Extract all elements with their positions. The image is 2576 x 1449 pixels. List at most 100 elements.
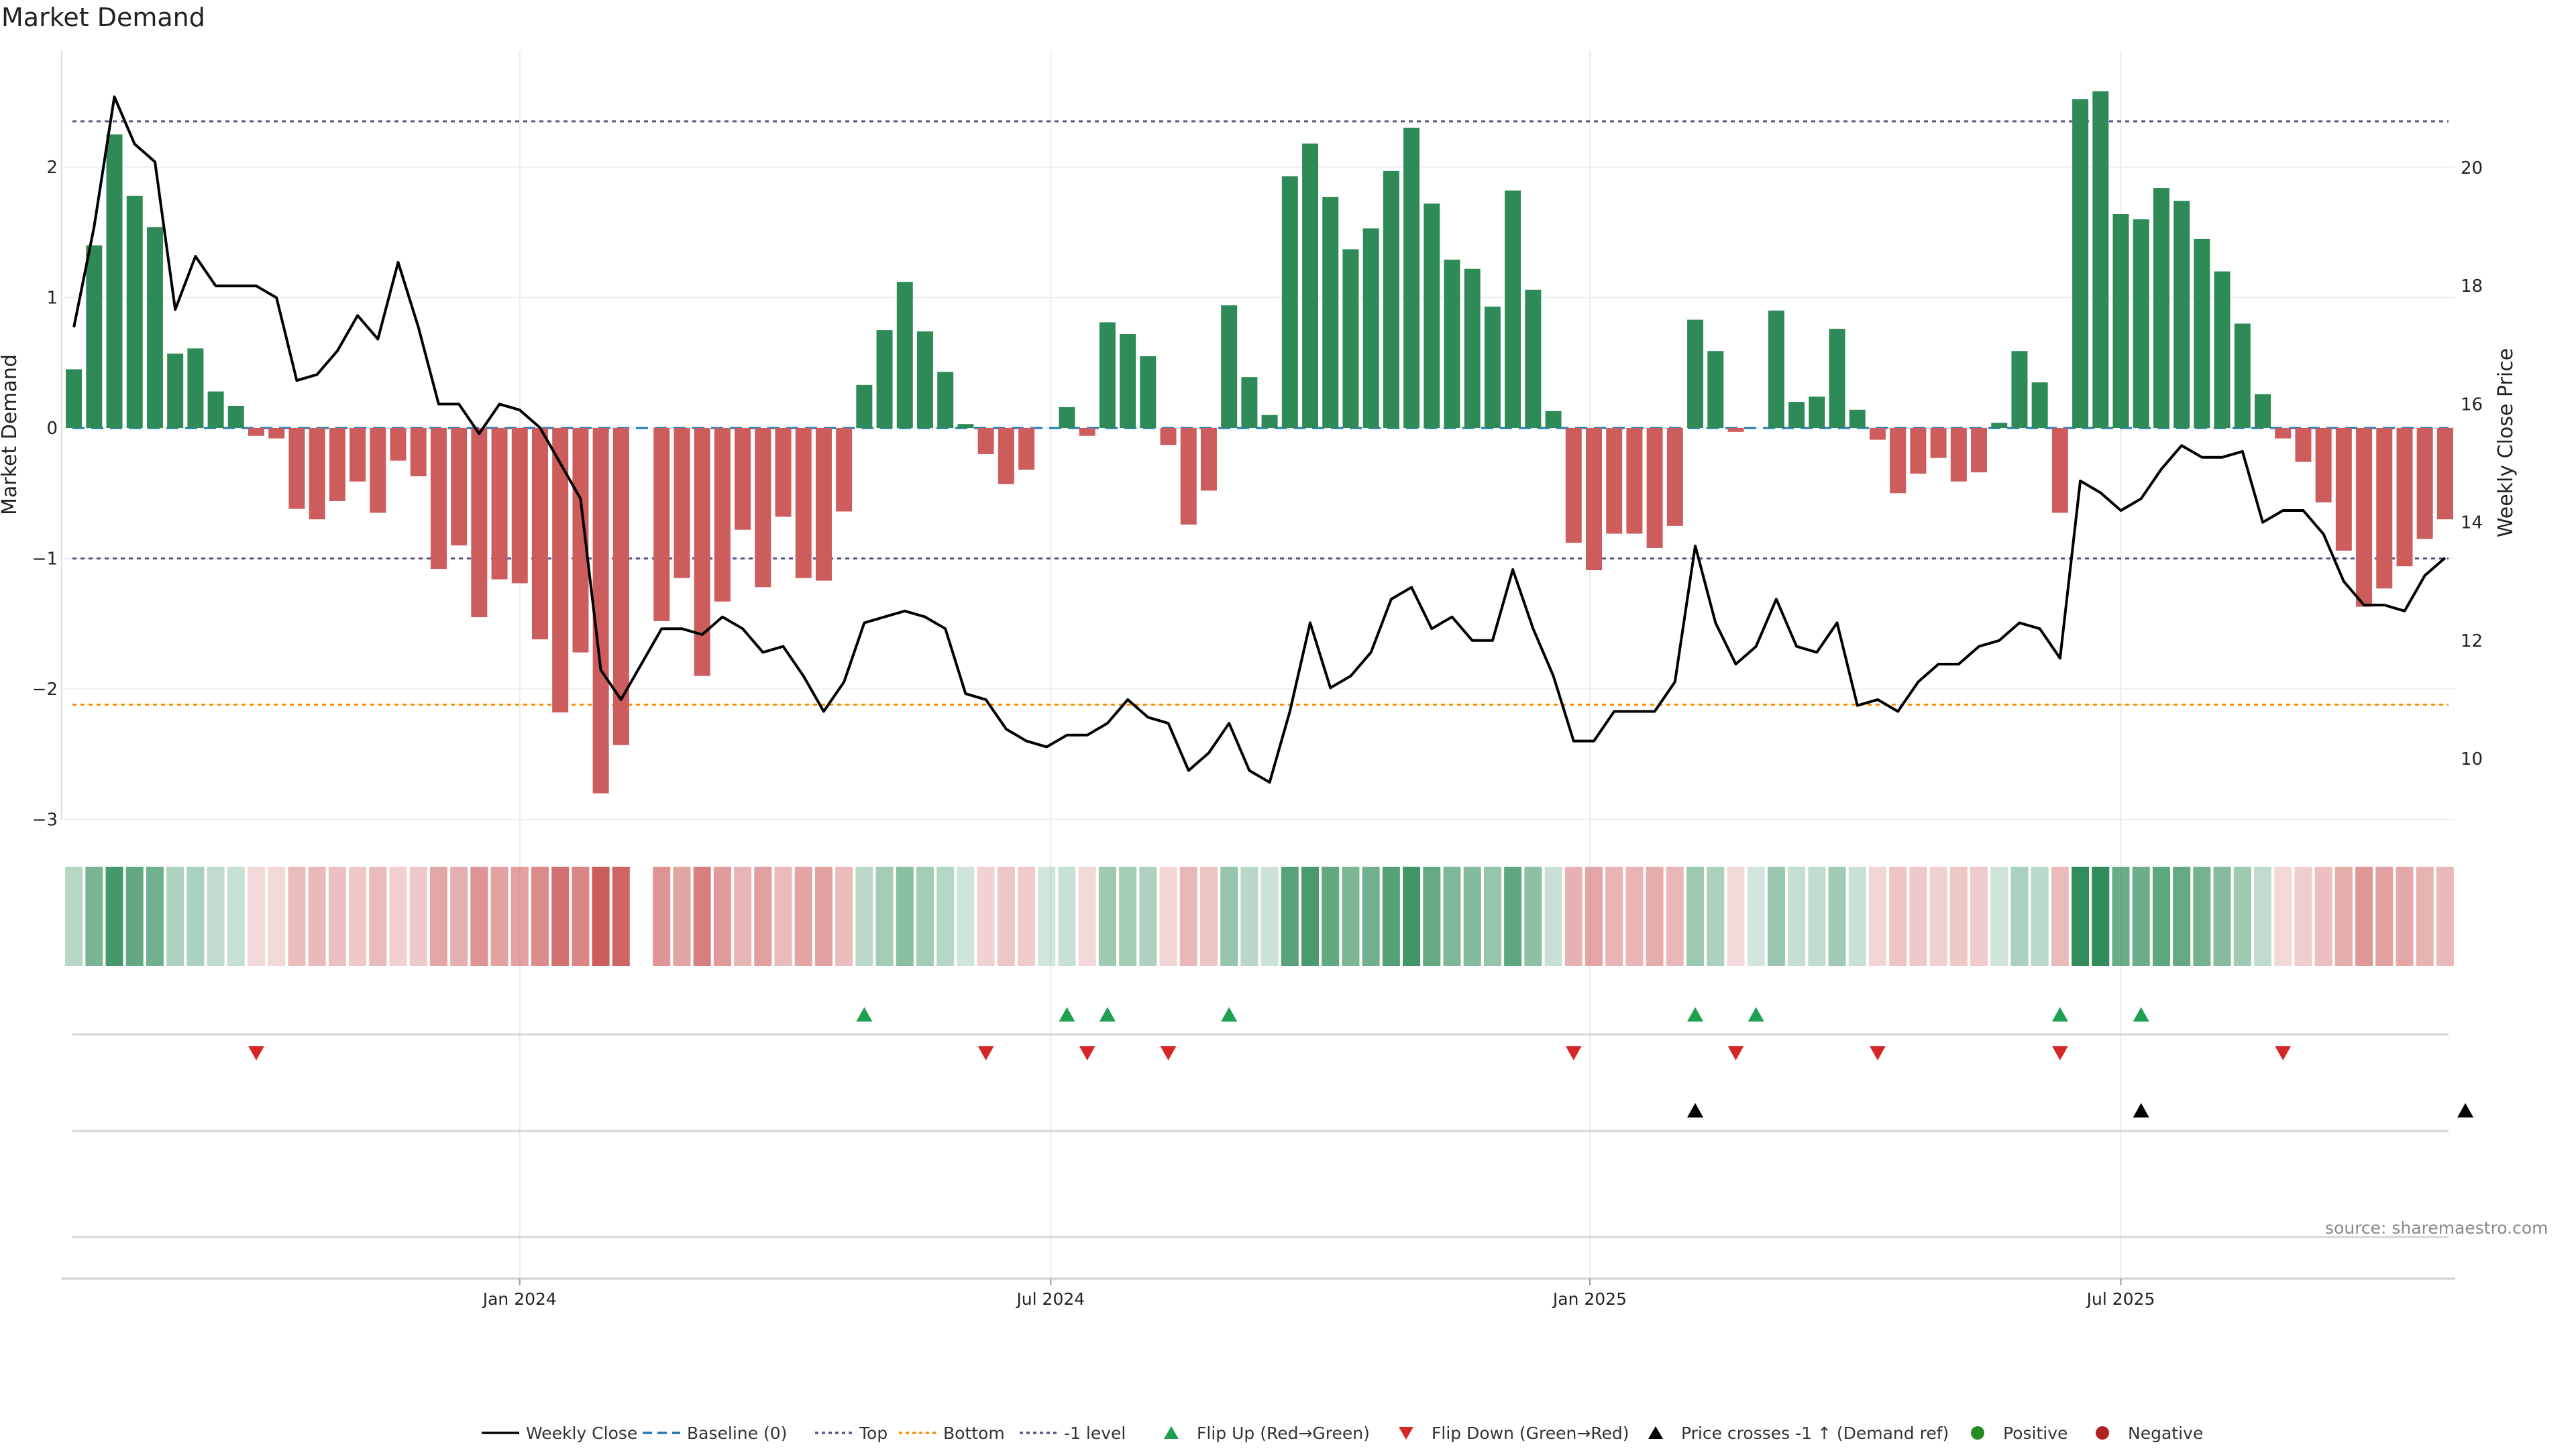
strip-cell [1362, 867, 1380, 966]
x-tick-label: Jan 2024 [482, 1289, 557, 1309]
flip-down-marker [248, 1046, 265, 1061]
x-axis: Jan 2024 Jul 2024 Jan 2025 Jul 2025 [62, 1277, 2455, 1309]
strip-cell [490, 867, 508, 966]
strip-cell [2112, 867, 2130, 966]
strip-cell [2010, 867, 2029, 966]
strip-cell [754, 867, 772, 966]
strip-cell [1686, 867, 1705, 966]
legend-swatch [2096, 1426, 2109, 1440]
demand-bar [2214, 271, 2231, 428]
strip-cell [1119, 867, 1137, 966]
demand-bar [2194, 238, 2210, 428]
demand-bar [2234, 323, 2251, 428]
demand-bar [288, 428, 305, 509]
demand-bar [1910, 428, 1927, 474]
demand-bar [1200, 428, 1217, 491]
demand-bar [410, 428, 427, 476]
y2-tick-label: 10 [2461, 749, 2483, 769]
flip-down-marker [1565, 1046, 1582, 1061]
strip-cell [551, 867, 570, 966]
demand-bar [2133, 219, 2149, 428]
strip-cell [693, 867, 711, 966]
legend-label: Positive [2003, 1423, 2068, 1443]
demand-bar [1241, 377, 1258, 428]
strip-cell [2274, 867, 2292, 966]
legend-label: Price crosses -1 ↑ (Demand ref) [1681, 1423, 1949, 1443]
legend-swatch [815, 1432, 853, 1434]
strip-cell [835, 867, 853, 966]
strip-cell [166, 867, 184, 966]
strip-cell [2355, 867, 2373, 966]
demand-bar [370, 428, 386, 513]
strip-cell [125, 867, 144, 966]
demand-bar [714, 428, 731, 602]
strip-cell [1199, 867, 1218, 966]
demand-bar [167, 354, 184, 428]
demand-bar [471, 428, 488, 618]
strip-cell [2253, 867, 2271, 966]
demand-bar [1261, 415, 1278, 428]
demand-bar [896, 282, 913, 428]
strip-cell [855, 867, 873, 966]
flip-up-marker [856, 1007, 873, 1022]
demand-bar [1646, 428, 1663, 548]
flip-up-marker [1221, 1007, 1238, 1022]
strip-cell [1625, 867, 1644, 966]
strip-cell [1564, 867, 1582, 966]
legend-swatch [1164, 1426, 1179, 1439]
flip-down-marker [2051, 1046, 2068, 1061]
demand-bar [937, 372, 954, 428]
demand-bar [775, 428, 792, 517]
y2-tick-label: 14 [2461, 513, 2483, 533]
strip-cell [1483, 867, 1501, 966]
strip-cell [916, 867, 934, 966]
strip-cell [1970, 867, 1988, 966]
strip-cell [146, 867, 164, 966]
strip-cell [105, 867, 123, 966]
flip-down-marker [977, 1046, 994, 1061]
strip-cell [2436, 867, 2454, 966]
strip-cell [349, 867, 367, 966]
x-tick-label: Jul 2025 [2086, 1289, 2155, 1309]
strip-cell [673, 867, 691, 966]
strip-cell [1666, 867, 1684, 966]
demand-bar [795, 428, 812, 578]
strip-cell [1605, 867, 1623, 966]
demand-bar [1140, 356, 1157, 428]
strip-cell [977, 867, 995, 966]
strip-cell [2152, 867, 2170, 966]
demand-bar [329, 428, 345, 501]
demand-bar [2335, 428, 2352, 551]
demand-bar [1829, 329, 1845, 428]
strip-cell [2314, 867, 2332, 966]
demand-bar [511, 428, 528, 584]
legend-item: Negative [2084, 1421, 2203, 1445]
demand-bar [2072, 99, 2089, 429]
flip-up-marker [1687, 1007, 1704, 1022]
demand-bar [1018, 428, 1035, 470]
demand-bar [1930, 428, 1947, 458]
strip-cell [1889, 867, 1907, 966]
demand-bar [1221, 305, 1238, 428]
demand-bar [552, 428, 569, 713]
demand-bar [1444, 260, 1460, 428]
x-tick-label: Jan 2025 [1552, 1289, 1627, 1309]
strip-cell [2031, 867, 2049, 966]
flip-markers [72, 1007, 2474, 1238]
strip-cell [288, 867, 306, 966]
demand-bar [430, 428, 447, 570]
demand-bar [1403, 127, 1420, 428]
demand-bar [836, 428, 853, 512]
demand-bar [309, 428, 325, 520]
demand-bar [451, 428, 468, 546]
strip-cell [1240, 867, 1258, 966]
demand-bar [1079, 428, 1095, 436]
source-note: source: sharemaestro.com [2325, 1218, 2548, 1238]
strip-cell [612, 867, 630, 966]
demand-bar [1565, 428, 1582, 543]
demand-bar [1099, 322, 1116, 428]
demand-bar [86, 245, 103, 428]
